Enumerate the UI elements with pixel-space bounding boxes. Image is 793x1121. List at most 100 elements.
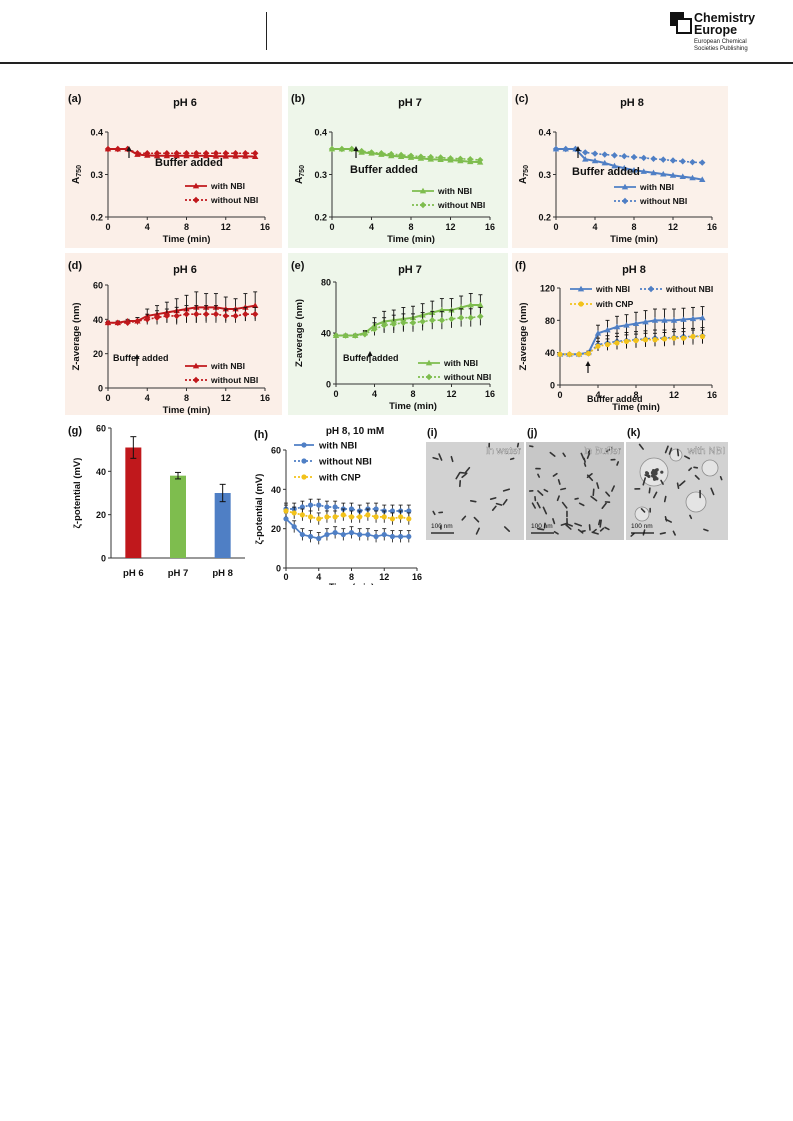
data-point xyxy=(153,314,161,321)
data-point xyxy=(595,343,601,349)
series-line xyxy=(556,148,703,181)
data-point xyxy=(585,350,592,357)
y-tick-label: 0.2 xyxy=(538,213,551,223)
data-point xyxy=(661,317,668,323)
data-point xyxy=(633,337,639,344)
data-point xyxy=(291,524,297,530)
y-tick-label: 80 xyxy=(321,278,331,288)
nanoparticle xyxy=(660,470,664,474)
nanoparticle xyxy=(553,530,559,535)
legend-marker xyxy=(419,187,427,194)
data-point xyxy=(419,318,426,325)
panel-label: (i) xyxy=(427,427,438,439)
y-tick-label: 0 xyxy=(101,554,106,564)
bar xyxy=(125,447,142,558)
legend-marker xyxy=(577,285,585,292)
nanoparticle xyxy=(599,519,602,528)
data-point xyxy=(381,514,387,520)
nanoparticle xyxy=(586,452,591,459)
chart-title: pH 8, 10 mM xyxy=(326,426,384,437)
data-point xyxy=(104,319,112,326)
data-point xyxy=(358,147,365,155)
nanoparticle xyxy=(640,508,646,513)
y-tick-label: 80 xyxy=(545,316,555,326)
nanoparticle xyxy=(567,523,573,527)
annotation-arrowhead xyxy=(353,146,359,151)
panel-j-tem-image: (j) In Buffer 100 nm xyxy=(526,427,624,540)
nanoparticle xyxy=(678,480,686,487)
nanoparticle xyxy=(586,449,592,455)
x-tick-label: 12 xyxy=(221,222,231,232)
nanoparticle xyxy=(583,462,587,467)
data-point xyxy=(604,326,611,333)
annotation-arrowhead xyxy=(126,146,132,151)
data-point xyxy=(193,150,200,157)
data-point xyxy=(406,533,412,540)
nanoparticle xyxy=(464,466,471,473)
data-point xyxy=(406,508,412,514)
x-tick-label: 12 xyxy=(669,390,679,400)
nanoparticle xyxy=(438,453,443,461)
x-tick-label: 4 xyxy=(595,390,600,400)
nanoparticle xyxy=(676,482,680,489)
data-point xyxy=(332,504,338,510)
legend-label: with NBI xyxy=(318,441,357,452)
y-tick-label: 20 xyxy=(271,524,281,534)
nanoparticle xyxy=(703,528,709,532)
panel-b-chart: (b) pH 7 0.2 0.3 0.4 0 4 8 12 16 Time (min) A750 wit… xyxy=(288,86,508,248)
legend-label: with NBI xyxy=(595,284,630,294)
data-point xyxy=(365,512,371,518)
legend-marker xyxy=(301,458,307,464)
scale-bar-label: 100 nm xyxy=(631,523,653,530)
data-point xyxy=(457,155,464,162)
series-line xyxy=(108,313,256,324)
nanoparticle xyxy=(536,501,541,509)
data-point xyxy=(640,154,647,162)
x-tick-label: 16 xyxy=(707,390,717,400)
nanoparticle xyxy=(543,488,549,493)
nanoparticle xyxy=(652,471,656,476)
nanoparticle xyxy=(644,471,649,475)
y-tick-label: 40 xyxy=(545,348,555,358)
y-tick-label: 0.4 xyxy=(314,128,327,138)
bar xyxy=(170,475,186,558)
tem-condition-label: with NBI xyxy=(687,446,725,457)
nanoparticle xyxy=(648,487,651,494)
data-point xyxy=(427,153,434,161)
data-point xyxy=(689,315,697,322)
annotation-arrowhead xyxy=(134,354,140,359)
nanoparticle xyxy=(684,455,691,460)
data-point xyxy=(251,150,259,157)
data-point xyxy=(389,516,396,522)
data-point xyxy=(299,531,305,538)
tem-micrograph-background xyxy=(426,442,524,540)
x-tick-label: pH 7 xyxy=(168,568,189,579)
legend-label: without NBI xyxy=(210,195,258,205)
tem-condition-label: In water xyxy=(485,446,521,457)
data-point xyxy=(398,514,404,520)
data-point xyxy=(332,332,340,339)
legend-label: without NBI xyxy=(318,457,372,468)
scale-bar-label: 100 nm xyxy=(531,523,553,530)
data-point xyxy=(212,150,220,157)
chemistry-europe-logo-icon xyxy=(670,12,692,34)
data-point xyxy=(651,317,659,323)
panel-label: (h) xyxy=(254,429,268,441)
data-point xyxy=(202,310,210,318)
legend-label: with NBI xyxy=(437,186,472,196)
data-point xyxy=(212,310,220,318)
data-point xyxy=(576,351,582,357)
data-point xyxy=(361,331,369,338)
x-tick-label: 8 xyxy=(184,222,189,232)
data-point xyxy=(650,155,657,162)
x-tick-label: 4 xyxy=(145,393,150,403)
data-point xyxy=(340,512,346,518)
nanoparticle xyxy=(592,488,595,497)
y-tick-label: 0.2 xyxy=(90,213,103,223)
panel-label: (c) xyxy=(515,93,529,105)
data-point xyxy=(397,151,405,159)
y-tick-label: 0 xyxy=(550,381,555,391)
data-point xyxy=(457,314,465,321)
panel-a-chart: (a) pH 6 0.2 0.3 0.4 0 4 8 12 16 Time (min) A750 wit… xyxy=(65,86,282,248)
y-tick-label: 0 xyxy=(276,564,281,574)
